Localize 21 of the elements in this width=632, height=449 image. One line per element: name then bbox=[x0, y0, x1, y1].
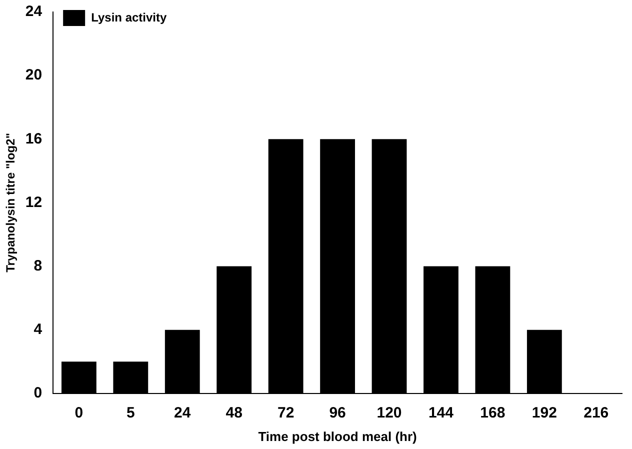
x-tick-label: 72 bbox=[277, 404, 294, 422]
x-tick-label: 120 bbox=[376, 404, 402, 422]
x-tick-label: 216 bbox=[584, 404, 609, 422]
x-tick-label: 5 bbox=[126, 404, 135, 422]
x-tick-label: 168 bbox=[480, 404, 506, 422]
y-axis-title: Trypanolysin titre "log2" bbox=[4, 132, 18, 272]
y-tick-label: 16 bbox=[25, 130, 42, 148]
x-tick-label: 192 bbox=[532, 404, 557, 422]
x-tick-label: 144 bbox=[428, 404, 454, 422]
y-tick-label: 8 bbox=[34, 257, 42, 274]
x-axis-title: Time post blood meal (hr) bbox=[258, 428, 417, 444]
legend-label: Lysin activity bbox=[91, 10, 167, 24]
y-tick-label: 12 bbox=[25, 194, 42, 211]
y-tick-label: 4 bbox=[34, 320, 43, 338]
x-tick-label: 48 bbox=[226, 404, 242, 422]
x-tick-label: 0 bbox=[74, 404, 84, 422]
x-tick-label: 24 bbox=[174, 404, 192, 422]
y-tick-label: 24 bbox=[25, 3, 43, 20]
y-tick-label: 0 bbox=[34, 384, 42, 402]
x-tick-label: 96 bbox=[329, 404, 346, 422]
y-tick-label: 20 bbox=[25, 66, 42, 84]
